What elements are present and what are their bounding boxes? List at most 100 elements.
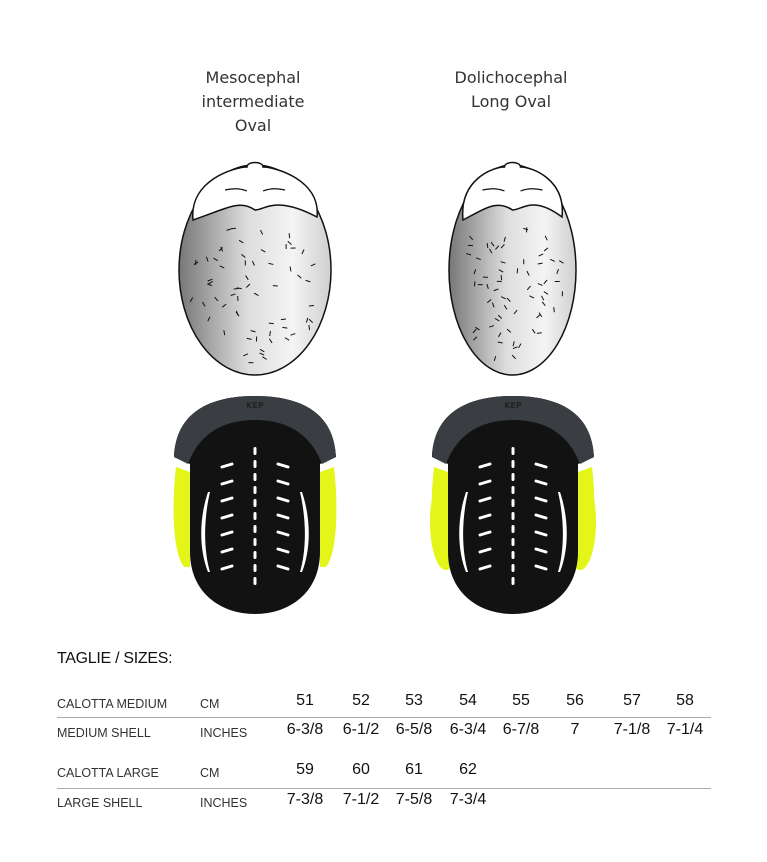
size-value: 7-3/8 [286, 791, 324, 808]
hair-mark [250, 330, 256, 333]
divider [57, 717, 711, 718]
size-value: 6-1/2 [342, 721, 380, 738]
hair-mark [512, 341, 515, 347]
hair-mark [207, 316, 211, 322]
hair-mark [219, 265, 225, 269]
vent-left [478, 564, 492, 571]
hair-mark [308, 318, 314, 324]
hair-mark [241, 253, 246, 258]
hair-mark [236, 287, 242, 290]
hair-mark [543, 291, 549, 295]
hair-mark [531, 328, 536, 334]
vent-left [478, 496, 492, 503]
face-top [192, 161, 318, 222]
hair-mark [280, 318, 287, 321]
hair-mark [246, 337, 252, 340]
hair-mark [475, 326, 480, 331]
size-value: 7-1/4 [666, 721, 704, 738]
hair-mark [538, 312, 543, 318]
hair-mark [513, 309, 518, 315]
hair-mark [208, 281, 213, 285]
hair-mark [526, 285, 531, 291]
size-row: CALOTTA LARGE CM 59 60 61 62 [0, 761, 767, 785]
vent-right [534, 496, 548, 503]
sizes-title: TAGLIE / SIZES: [57, 650, 173, 667]
hair-mark [305, 317, 309, 323]
hair-mark [472, 336, 478, 341]
hair-mark [259, 352, 265, 356]
brow-line [482, 188, 543, 192]
size-row: CALOTTA MEDIUM CM 51 52 53 54 55 56 57 58 [0, 692, 767, 716]
vent-right [276, 547, 290, 554]
vent-center [253, 473, 257, 481]
size-value: 56 [566, 692, 584, 709]
hair-mark [213, 257, 219, 262]
hair-mark [511, 354, 516, 360]
vent-center [253, 551, 257, 559]
size-value: 54 [459, 692, 477, 709]
vent-right [534, 564, 548, 571]
label-line: Mesocephal [205, 68, 301, 87]
hair-mark [503, 304, 508, 310]
hair-mark [500, 296, 506, 300]
hair-mark [543, 279, 548, 285]
helmet-logo: KEP [504, 401, 522, 410]
size-value: 6-7/8 [502, 721, 540, 738]
hair-mark [486, 299, 492, 304]
hair-mark [541, 295, 545, 301]
hair-mark [218, 247, 223, 252]
hair-mark [268, 262, 274, 265]
size-value: 58 [676, 692, 694, 709]
label-line: Long Oval [470, 92, 552, 111]
hair-mark [287, 240, 292, 245]
row-unit: CM [200, 697, 220, 711]
head-illustration-dolichocephal [448, 161, 577, 376]
hair-mark [544, 235, 548, 241]
hair-mark [491, 302, 495, 308]
vent-center [253, 460, 257, 468]
vent-center [511, 499, 515, 507]
brow-line [224, 188, 286, 192]
vent-center [511, 512, 515, 520]
hair-mark [493, 288, 499, 292]
vent-center [511, 473, 515, 481]
hair-mark [486, 283, 489, 289]
vent-left [220, 547, 234, 554]
vent-left [478, 547, 492, 554]
shell-rim [432, 396, 594, 464]
vent-left [220, 513, 234, 520]
hair-mark [245, 275, 249, 281]
vent-right [276, 564, 290, 571]
hair-mark [512, 346, 518, 350]
hair-mark [556, 268, 559, 274]
hair-mark [489, 248, 493, 254]
hair-mark [495, 245, 500, 250]
hair-mark [245, 283, 251, 288]
vent-left [478, 462, 492, 469]
label-line: Oval [234, 116, 272, 135]
hair-mark [230, 293, 236, 296]
hair-mark [503, 236, 506, 242]
vent-left [478, 530, 492, 537]
size-value: 53 [405, 692, 423, 709]
vent-center [511, 538, 515, 546]
hair-mark [308, 325, 311, 331]
hair-mark [226, 228, 232, 231]
hair-mark [214, 296, 219, 302]
size-value: 62 [459, 761, 477, 778]
vent-left [478, 479, 492, 486]
vent-right [276, 513, 290, 520]
hair-mark [537, 262, 543, 265]
size-value: 6-5/8 [395, 721, 433, 738]
hair-mark [490, 241, 495, 247]
size-value: 7-1/8 [613, 721, 651, 738]
label-line: intermediate [201, 92, 305, 111]
row-label: CALOTTA MEDIUM [57, 697, 168, 711]
hair-mark [282, 326, 288, 329]
hair-mark [500, 243, 505, 249]
hair-mark [207, 278, 213, 282]
vent-center [511, 447, 515, 455]
hair-mark [268, 338, 273, 344]
hair-mark [516, 268, 519, 274]
hair-mark [305, 279, 311, 283]
